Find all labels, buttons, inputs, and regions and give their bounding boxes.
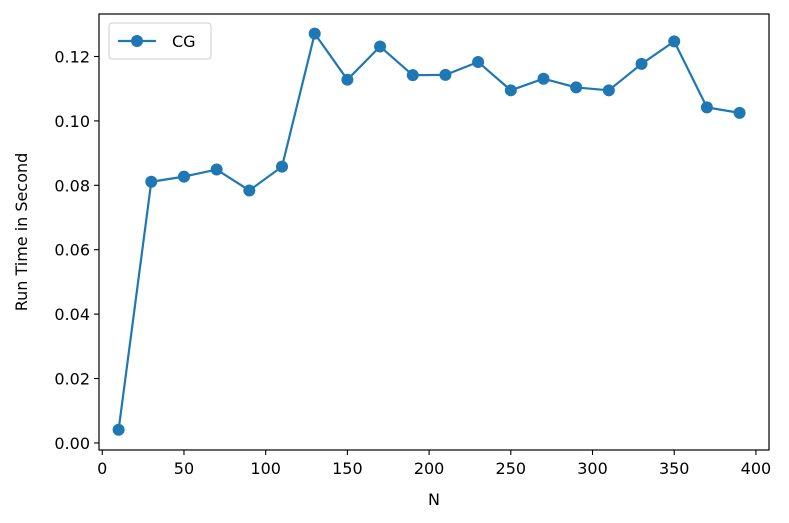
data-point [112, 423, 125, 436]
x-tick-label: 250 [496, 459, 527, 478]
y-tick-label: 0.10 [54, 112, 90, 131]
data-point [570, 81, 583, 94]
data-point [439, 68, 452, 81]
legend: CG [108, 22, 212, 60]
data-point [243, 184, 256, 197]
data-point [700, 101, 713, 114]
y-tick-label: 0.04 [54, 305, 90, 324]
data-point [145, 175, 158, 188]
x-axis-ticks: 0 50 100 150 200 250 300 350 400 [97, 450, 771, 478]
data-point [504, 84, 517, 97]
series-layer [112, 27, 746, 436]
data-point [668, 35, 681, 48]
legend-marker-swatch [131, 35, 143, 47]
y-axis-ticks: 0.00 0.02 0.04 0.06 0.08 0.10 0.12 [54, 48, 99, 453]
y-tick-label: 0.00 [54, 434, 90, 453]
x-tick-label: 100 [250, 459, 281, 478]
y-axis-title: Run Time in Second [12, 153, 31, 312]
y-tick-label: 0.02 [54, 370, 90, 389]
data-point [276, 160, 289, 173]
y-tick-label: 0.12 [54, 48, 90, 67]
data-point [341, 73, 354, 86]
data-point [210, 163, 223, 176]
data-point [374, 40, 387, 53]
data-point [177, 170, 190, 183]
y-tick-label: 0.08 [54, 176, 90, 195]
data-point [472, 55, 485, 68]
x-tick-label: 0 [97, 459, 107, 478]
x-axis-title: N [428, 490, 440, 509]
legend-box [108, 22, 212, 60]
series-line-cg [117, 32, 740, 430]
plot-frame [98, 13, 770, 451]
data-point [602, 84, 615, 97]
plot-background [99, 14, 769, 450]
legend-label-cg: CG [172, 32, 196, 51]
y-tick-label: 0.06 [54, 241, 90, 260]
data-point [406, 69, 419, 82]
x-tick-label: 200 [414, 459, 445, 478]
data-point [635, 57, 648, 70]
data-point [733, 106, 746, 119]
x-tick-label: 400 [741, 459, 772, 478]
data-point [537, 72, 550, 85]
x-tick-label: 50 [174, 459, 194, 478]
x-tick-label: 300 [577, 459, 608, 478]
x-tick-label: 150 [332, 459, 363, 478]
x-tick-label: 350 [659, 459, 690, 478]
data-point [308, 27, 321, 40]
